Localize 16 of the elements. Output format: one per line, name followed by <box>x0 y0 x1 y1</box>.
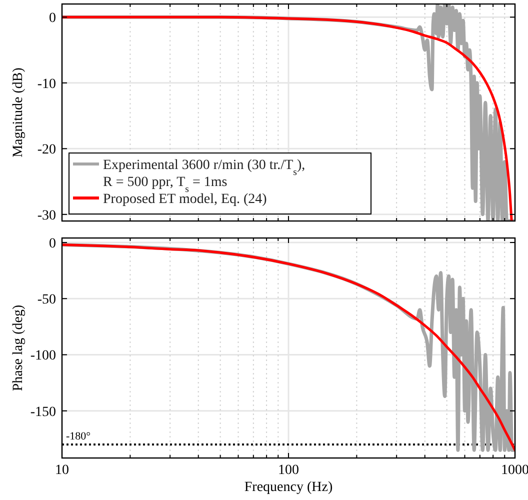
y-tick-label: 0 <box>49 11 56 26</box>
x-axis-title: Frequency (Hz) <box>244 480 333 495</box>
y-axis-title: Phase lag (deg) <box>11 304 26 392</box>
y-tick-label: -10 <box>37 76 56 92</box>
ref-line-label: -180° <box>66 430 91 443</box>
text: Experimental 3600 r/min (30 tr./T$_{s}$), R = 500 ppr, T$_{s}$ = 1ms <box>103 158 306 194</box>
x-tick-label: 100 <box>278 463 299 478</box>
legend-label: Proposed ET model, Eq. (24) <box>103 192 268 207</box>
y-tick-label: -20 <box>37 142 56 158</box>
y-tick-label: -150 <box>30 404 56 420</box>
y-tick-label: -50 <box>37 292 56 308</box>
x-tick-label: 10 <box>55 463 69 478</box>
y-tick-label: 0 <box>49 236 56 252</box>
y-axis-title: Magnitude (dB) <box>11 67 26 158</box>
y-tick-label: -100 <box>30 348 56 364</box>
y-tick-label: -30 <box>37 208 56 224</box>
